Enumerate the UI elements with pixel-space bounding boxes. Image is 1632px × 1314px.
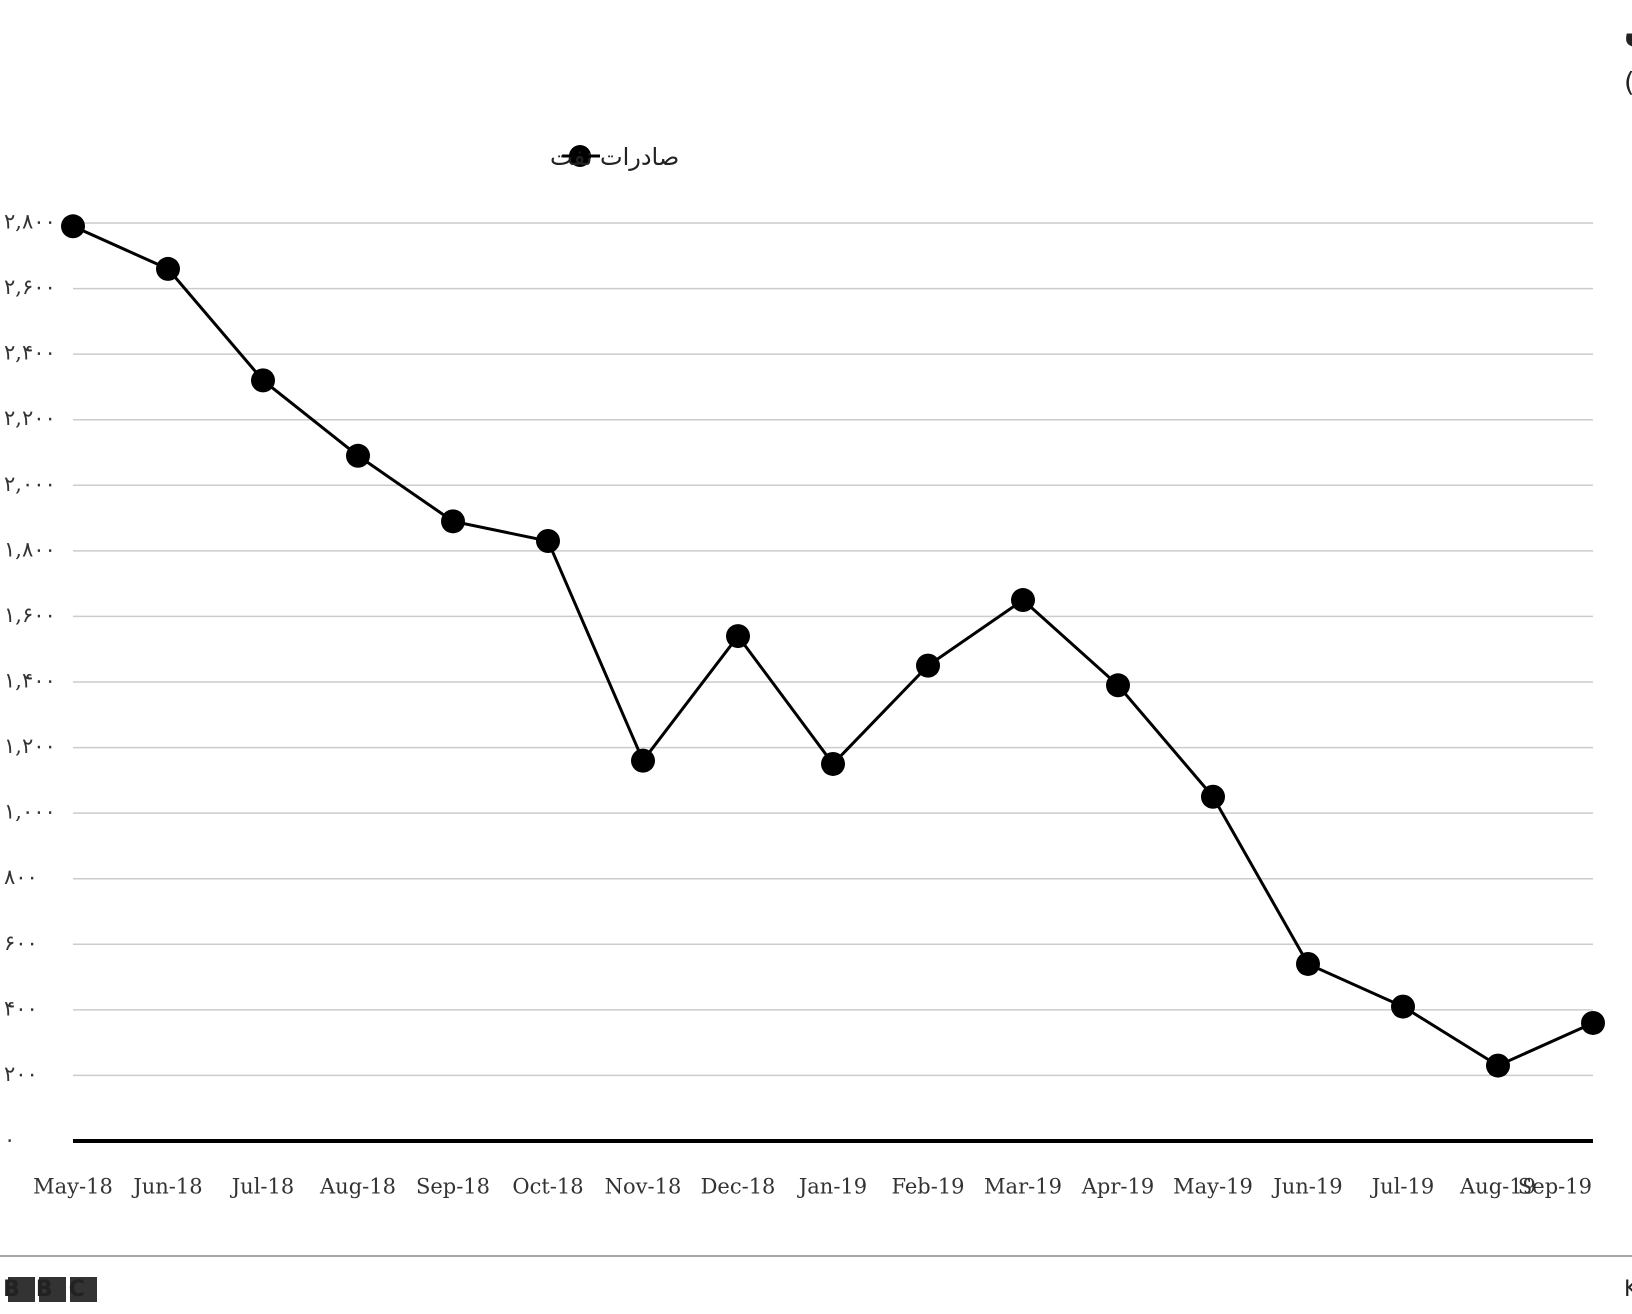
y-tick-label: ۱,۰۰۰ (4, 800, 56, 824)
x-tick-label: Jul-18 (230, 1175, 294, 1199)
marker (1296, 951, 1320, 976)
x-tick-label: Sep-19 (1518, 1175, 1592, 1199)
x-tick-label: Jun-18 (131, 1175, 202, 1199)
y-tick-label: ۲,۶۰۰ (4, 275, 56, 299)
x-tick-label: Jul-19 (1370, 1175, 1434, 1199)
chart-title: سقوط صادرات نفت ایران (1624, 11, 1632, 51)
marker (821, 751, 845, 776)
y-tick-label: ۸۰۰ (4, 865, 38, 889)
x-tick-label: Sep-18 (416, 1175, 490, 1199)
legend-label: صادرات نفت (550, 143, 679, 171)
marker (1011, 588, 1035, 613)
marker (1201, 784, 1225, 809)
bbc-logo: BBC (3, 1277, 101, 1302)
marker (916, 653, 940, 678)
marker (156, 256, 180, 281)
y-tick-label: ۲۰۰ (4, 1062, 38, 1086)
marker (441, 509, 465, 534)
y-tick-label: ۶۰۰ (4, 931, 38, 955)
marker (1486, 1053, 1510, 1078)
logo-text: BBC (3, 1277, 101, 1302)
y-tick-label: ۴۰۰ (4, 996, 38, 1020)
marker (536, 529, 560, 554)
marker (631, 748, 655, 773)
legend-marker (569, 145, 591, 167)
x-tick-label: Apr-19 (1081, 1175, 1154, 1199)
chart-subtitle: صادرات نفت ایران (هزار بشکه در روز) (1624, 68, 1632, 99)
marker (1581, 1010, 1605, 1035)
marker (251, 368, 275, 393)
marker (346, 443, 370, 468)
y-tick-label: ۲,۴۰۰ (4, 341, 56, 365)
source: منبع: Kpler (1624, 1277, 1632, 1302)
y-tick-label: ۰ (4, 1128, 15, 1152)
x-tick-label: Mar-19 (984, 1175, 1062, 1199)
x-tick-label: Nov-18 (605, 1175, 682, 1199)
marker (1391, 994, 1415, 1019)
y-tick-label: ۲,۰۰۰ (4, 472, 56, 496)
x-tick-label: Aug-19 (1459, 1175, 1536, 1199)
x-tick-label: Jun-19 (1271, 1175, 1342, 1199)
marker (1106, 673, 1130, 698)
x-tick-label: Dec-18 (701, 1175, 776, 1199)
y-tick-label: ۱,۴۰۰ (4, 669, 56, 693)
x-tick-label: May-18 (33, 1175, 113, 1199)
line (72, 224, 1594, 1068)
y-tick-label: ۱,۸۰۰ (4, 537, 56, 561)
y-tick-label: ۲,۲۰۰ (4, 406, 56, 430)
y-tick-label: ۲,۸۰۰ (4, 210, 56, 234)
x-tick-label: May-19 (1173, 1175, 1253, 1199)
x-tick-label: Aug-18 (319, 1175, 396, 1199)
x-tick-label: Jan-19 (797, 1175, 867, 1199)
x-tick-label: Feb-19 (891, 1175, 964, 1199)
marker (61, 214, 85, 239)
y-tick-label: ۱,۲۰۰ (4, 734, 56, 758)
y-tick-label: ۱,۶۰۰ (4, 603, 56, 627)
x-tick-label: Oct-18 (512, 1175, 583, 1199)
marker (726, 624, 750, 649)
